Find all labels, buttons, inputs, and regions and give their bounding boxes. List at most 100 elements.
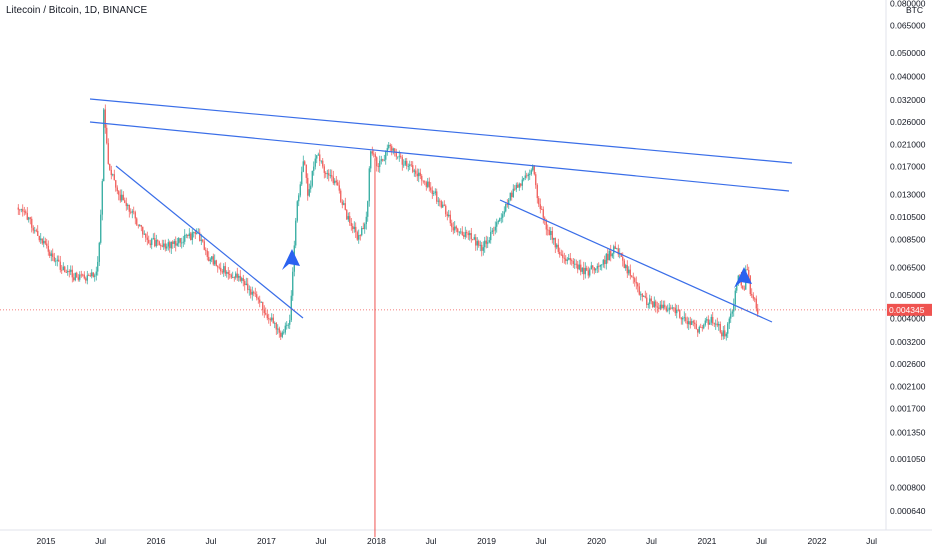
- candle-body-30: [62, 266, 64, 271]
- candle-body-66: [116, 187, 118, 192]
- candle-body-451: [694, 322, 696, 325]
- trendline-2015-2017-descending[interactable]: [115, 165, 304, 319]
- price-tick-label-11: 0.006500: [890, 263, 926, 273]
- candle-body-326: [506, 204, 508, 206]
- candle-body-264: [413, 170, 415, 172]
- time-tick-label-3: Jul: [205, 536, 216, 546]
- candle-body-370: [572, 261, 574, 264]
- candle-body-205: [325, 172, 327, 175]
- candle-body-316: [491, 230, 493, 232]
- candle-body-261: [409, 164, 411, 167]
- candle-body-437: [673, 307, 675, 309]
- candle-body-92: [155, 240, 157, 247]
- trendline-upper-resistance[interactable]: [89, 98, 793, 164]
- candle-body-450: [692, 321, 694, 323]
- trendline-2019-2021-descending[interactable]: [499, 199, 773, 323]
- candle-body-85: [145, 233, 147, 238]
- candle-body-149: [241, 278, 243, 281]
- candle-body-170: [272, 317, 274, 324]
- price-tick-label-2: 0.050000: [890, 48, 926, 58]
- candle-body-203: [322, 160, 324, 167]
- candle-body-185: [295, 220, 297, 246]
- time-tick-label-0: 2015: [37, 536, 56, 546]
- candle-body-209: [331, 175, 333, 177]
- candle-body-487: [748, 269, 750, 276]
- candle-body-188: [299, 184, 301, 196]
- candle-body-7: [28, 217, 30, 220]
- candle-body-488: [749, 275, 751, 295]
- candle-body-292: [455, 226, 457, 229]
- trendline-lower-resistance[interactable]: [89, 121, 790, 192]
- candle-body-305: [475, 237, 477, 246]
- candle-body-475: [730, 313, 732, 319]
- candle-body-89: [151, 238, 153, 246]
- candle-body-387: [598, 266, 600, 267]
- candle-body-338: [524, 175, 526, 178]
- candle-body-239: [376, 157, 378, 167]
- candle-body-91: [154, 238, 156, 247]
- candle-body-2: [20, 209, 22, 210]
- candle-body-189: [301, 171, 303, 185]
- candle-body-442: [680, 317, 682, 320]
- candle-body-328: [509, 192, 511, 200]
- price-tick-label-9: 0.010500: [890, 212, 926, 222]
- candle-body-206: [326, 173, 328, 175]
- candle-body-351: [544, 217, 546, 221]
- candle-body-15: [40, 238, 42, 241]
- candle-body-372: [575, 263, 577, 265]
- candle-body-23: [52, 253, 54, 257]
- candle-body-375: [580, 264, 582, 272]
- candle-body-60: [107, 143, 109, 164]
- candle-body-154: [248, 289, 250, 291]
- candle-body-140: [227, 272, 229, 275]
- candle-body-175: [280, 332, 282, 337]
- candle-body-240: [377, 166, 379, 168]
- candle-body-37: [73, 277, 75, 281]
- candle-body-304: [473, 237, 475, 240]
- price-tick-label-0: 0.080000: [890, 0, 926, 9]
- candle-body-172: [275, 323, 277, 330]
- candle-body-13: [37, 230, 39, 236]
- candle-body-137: [223, 266, 225, 273]
- candle-body-192: [305, 164, 307, 178]
- candle-body-390: [602, 259, 604, 265]
- price-tick-label-18: 0.001350: [890, 428, 926, 438]
- candle-body-58: [104, 109, 106, 128]
- candle-body-438: [674, 307, 676, 314]
- candle-body-486: [746, 269, 748, 271]
- candle-body-315: [490, 231, 492, 241]
- candle-body-398: [614, 246, 616, 249]
- candle-body-449: [691, 321, 693, 325]
- candle-body-108: [179, 238, 181, 243]
- candle-body-176: [281, 332, 283, 337]
- candle-body-173: [277, 328, 279, 330]
- candle-body-364: [563, 257, 565, 259]
- time-tick-label-11: Jul: [646, 536, 657, 546]
- candle-body-273: [427, 181, 429, 187]
- candle-body-329: [511, 192, 513, 198]
- candle-body-462: [710, 316, 712, 323]
- candle-body-113: [187, 234, 189, 236]
- candle-body-10: [32, 227, 34, 231]
- candle-body-79: [136, 218, 138, 225]
- candle-body-144: [233, 277, 235, 278]
- candle-body-191: [304, 161, 306, 165]
- candle-body-322: [500, 217, 502, 219]
- breakout-arrow-2021[interactable]: [734, 267, 752, 288]
- candle-body-129: [211, 256, 213, 260]
- candle-body-319: [496, 222, 498, 227]
- breakout-arrow-2017[interactable]: [282, 249, 300, 270]
- candle-body-190: [302, 161, 304, 172]
- time-tick-label-4: 2017: [257, 536, 276, 546]
- candle-body-110: [182, 241, 184, 243]
- candle-body-131: [214, 260, 216, 265]
- candle-body-392: [605, 253, 607, 265]
- candle-body-232: [365, 216, 367, 225]
- time-tick-label-15: Jul: [866, 536, 877, 546]
- candle-body-456: [701, 327, 703, 329]
- candle-body-246: [386, 148, 388, 152]
- candle-body-349: [541, 209, 543, 210]
- time-tick-label-10: 2020: [587, 536, 606, 546]
- candle-body-252: [395, 152, 397, 157]
